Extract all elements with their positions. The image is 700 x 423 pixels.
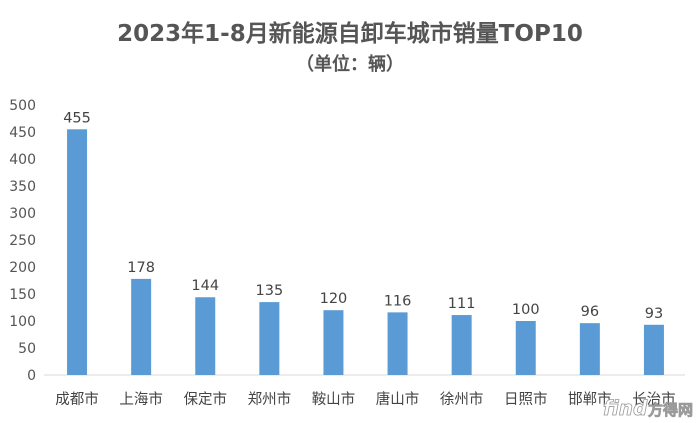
y-axis: 0 50 100 150 200 250 300 350 400 450 500	[9, 98, 36, 384]
data-label: 178	[127, 260, 155, 276]
data-label: 455	[63, 110, 91, 126]
category-label: 成都市	[55, 391, 99, 408]
category-labels-group: 成都市 上海市 保定市 郑州市 鞍山市 唐山市 徐州市 日照市 邯郸市 长治市	[55, 391, 675, 408]
y-tick-label: 450	[9, 125, 36, 141]
bar	[643, 324, 664, 375]
data-labels-group: 455 178 144 135 120 116 111 100 96 93	[63, 110, 663, 321]
data-label: 96	[581, 304, 599, 320]
y-tick-label: 0	[27, 368, 36, 384]
bar	[579, 323, 600, 375]
bar	[323, 310, 344, 375]
y-tick-label: 200	[9, 260, 36, 276]
bars-group	[67, 129, 664, 375]
data-label: 135	[256, 283, 284, 299]
y-tick-label: 150	[9, 287, 36, 303]
bar	[259, 302, 280, 375]
bar	[451, 315, 472, 375]
chart-title: 2023年1-8月新能源自卸车城市销量TOP10	[117, 21, 583, 47]
category-label: 徐州市	[440, 391, 484, 408]
svg-text:find: find	[603, 396, 648, 420]
category-label: 保定市	[184, 391, 228, 408]
y-tick-label: 400	[9, 152, 36, 168]
category-label: 上海市	[119, 391, 163, 408]
category-label: 唐山市	[376, 391, 420, 408]
data-label: 120	[320, 291, 348, 307]
svg-text:方得网: 方得网	[648, 401, 693, 419]
bar	[515, 321, 536, 375]
y-tick-label: 50	[18, 341, 36, 357]
category-label: 日照市	[504, 391, 548, 408]
y-tick-label: 500	[9, 98, 36, 114]
bar	[67, 129, 88, 375]
data-label: 111	[448, 296, 476, 312]
category-label: 邯郸市	[568, 391, 612, 408]
data-label: 100	[512, 302, 540, 318]
category-label: 鞍山市	[312, 391, 356, 408]
data-label: 93	[645, 306, 663, 322]
y-tick-label: 100	[9, 314, 36, 330]
data-label: 144	[191, 278, 219, 294]
bar	[131, 278, 152, 375]
data-label: 116	[384, 293, 412, 309]
category-label: 长治市	[632, 391, 676, 408]
bar	[195, 297, 216, 375]
bar	[387, 312, 408, 375]
y-tick-label: 350	[9, 179, 36, 195]
y-tick-label: 300	[9, 206, 36, 222]
category-label: 郑州市	[248, 391, 292, 408]
y-tick-label: 250	[9, 233, 36, 249]
chart-subtitle: （单位：辆）	[296, 54, 404, 75]
watermark-logo: find 方得网	[603, 396, 693, 421]
